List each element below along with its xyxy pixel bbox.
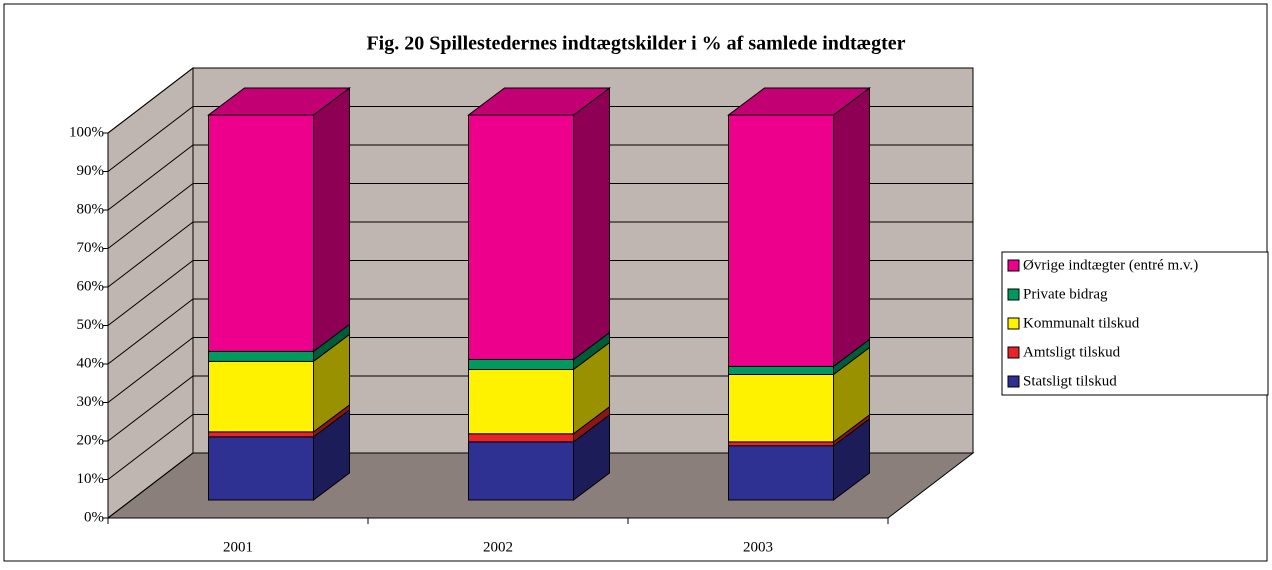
bar <box>728 441 834 447</box>
grid-line <box>107 260 973 326</box>
bar-top <box>727 87 871 116</box>
grid-line <box>107 414 973 480</box>
bar-side <box>573 87 610 361</box>
grid-line <box>107 375 973 442</box>
chart-title: Fig. 20 Spillestedernes indtægtskilder i… <box>366 33 905 55</box>
bar <box>468 368 574 435</box>
legend-label: Kommunalt tilskud <box>1023 315 1140 331</box>
y-tick-label: 60% <box>77 278 105 294</box>
y-tick-label: 50% <box>77 317 105 333</box>
legend-swatch <box>1007 317 1020 330</box>
grid-line <box>107 337 973 403</box>
legend-label: Private bidrag <box>1023 286 1108 302</box>
legend-swatch <box>1007 288 1020 301</box>
grid-line <box>107 106 973 172</box>
grid-line <box>107 221 973 288</box>
y-tick-label: 20% <box>77 432 105 448</box>
legend-label: Øvrige indtægter (entré m.v.) <box>1023 257 1198 273</box>
y-tick-label: 40% <box>77 355 105 371</box>
legend-swatch <box>1007 346 1020 359</box>
bar-side <box>313 87 350 353</box>
bar <box>728 114 834 367</box>
legend-label: Amtsligt tilskud <box>1023 344 1121 360</box>
x-tick-label: 2003 <box>743 539 773 555</box>
bar-top <box>207 87 351 116</box>
bar <box>468 114 574 360</box>
y-tick-label: 90% <box>77 163 105 179</box>
bar <box>208 436 314 501</box>
legend-label: Statsligt tilskud <box>1023 373 1117 389</box>
bar-side <box>833 87 870 368</box>
legend-swatch <box>1007 259 1020 272</box>
grid-line <box>107 452 973 519</box>
grid-line <box>107 298 973 365</box>
bar <box>468 358 574 370</box>
x-tick-label: 2001 <box>223 539 253 555</box>
bar <box>728 365 834 375</box>
bar-top <box>467 87 611 116</box>
grid-line <box>107 144 973 211</box>
legend <box>1001 251 1269 396</box>
y-tick-label: 80% <box>77 201 105 217</box>
bar <box>728 373 834 443</box>
y-tick-label: 100% <box>69 124 104 140</box>
bar <box>208 114 314 352</box>
y-tick-label: 10% <box>77 471 105 487</box>
grid-line <box>107 183 973 249</box>
y-tick-label: 30% <box>77 394 105 410</box>
grid-line <box>107 67 973 134</box>
legend-swatch <box>1007 375 1020 388</box>
bar <box>208 350 314 362</box>
bar <box>468 441 574 501</box>
y-tick-label: 0% <box>84 509 104 525</box>
y-tick-label: 70% <box>77 240 105 256</box>
bar <box>208 431 314 438</box>
bar <box>728 445 834 501</box>
x-tick-label: 2002 <box>483 539 513 555</box>
bar <box>208 360 314 433</box>
bar <box>468 433 574 443</box>
